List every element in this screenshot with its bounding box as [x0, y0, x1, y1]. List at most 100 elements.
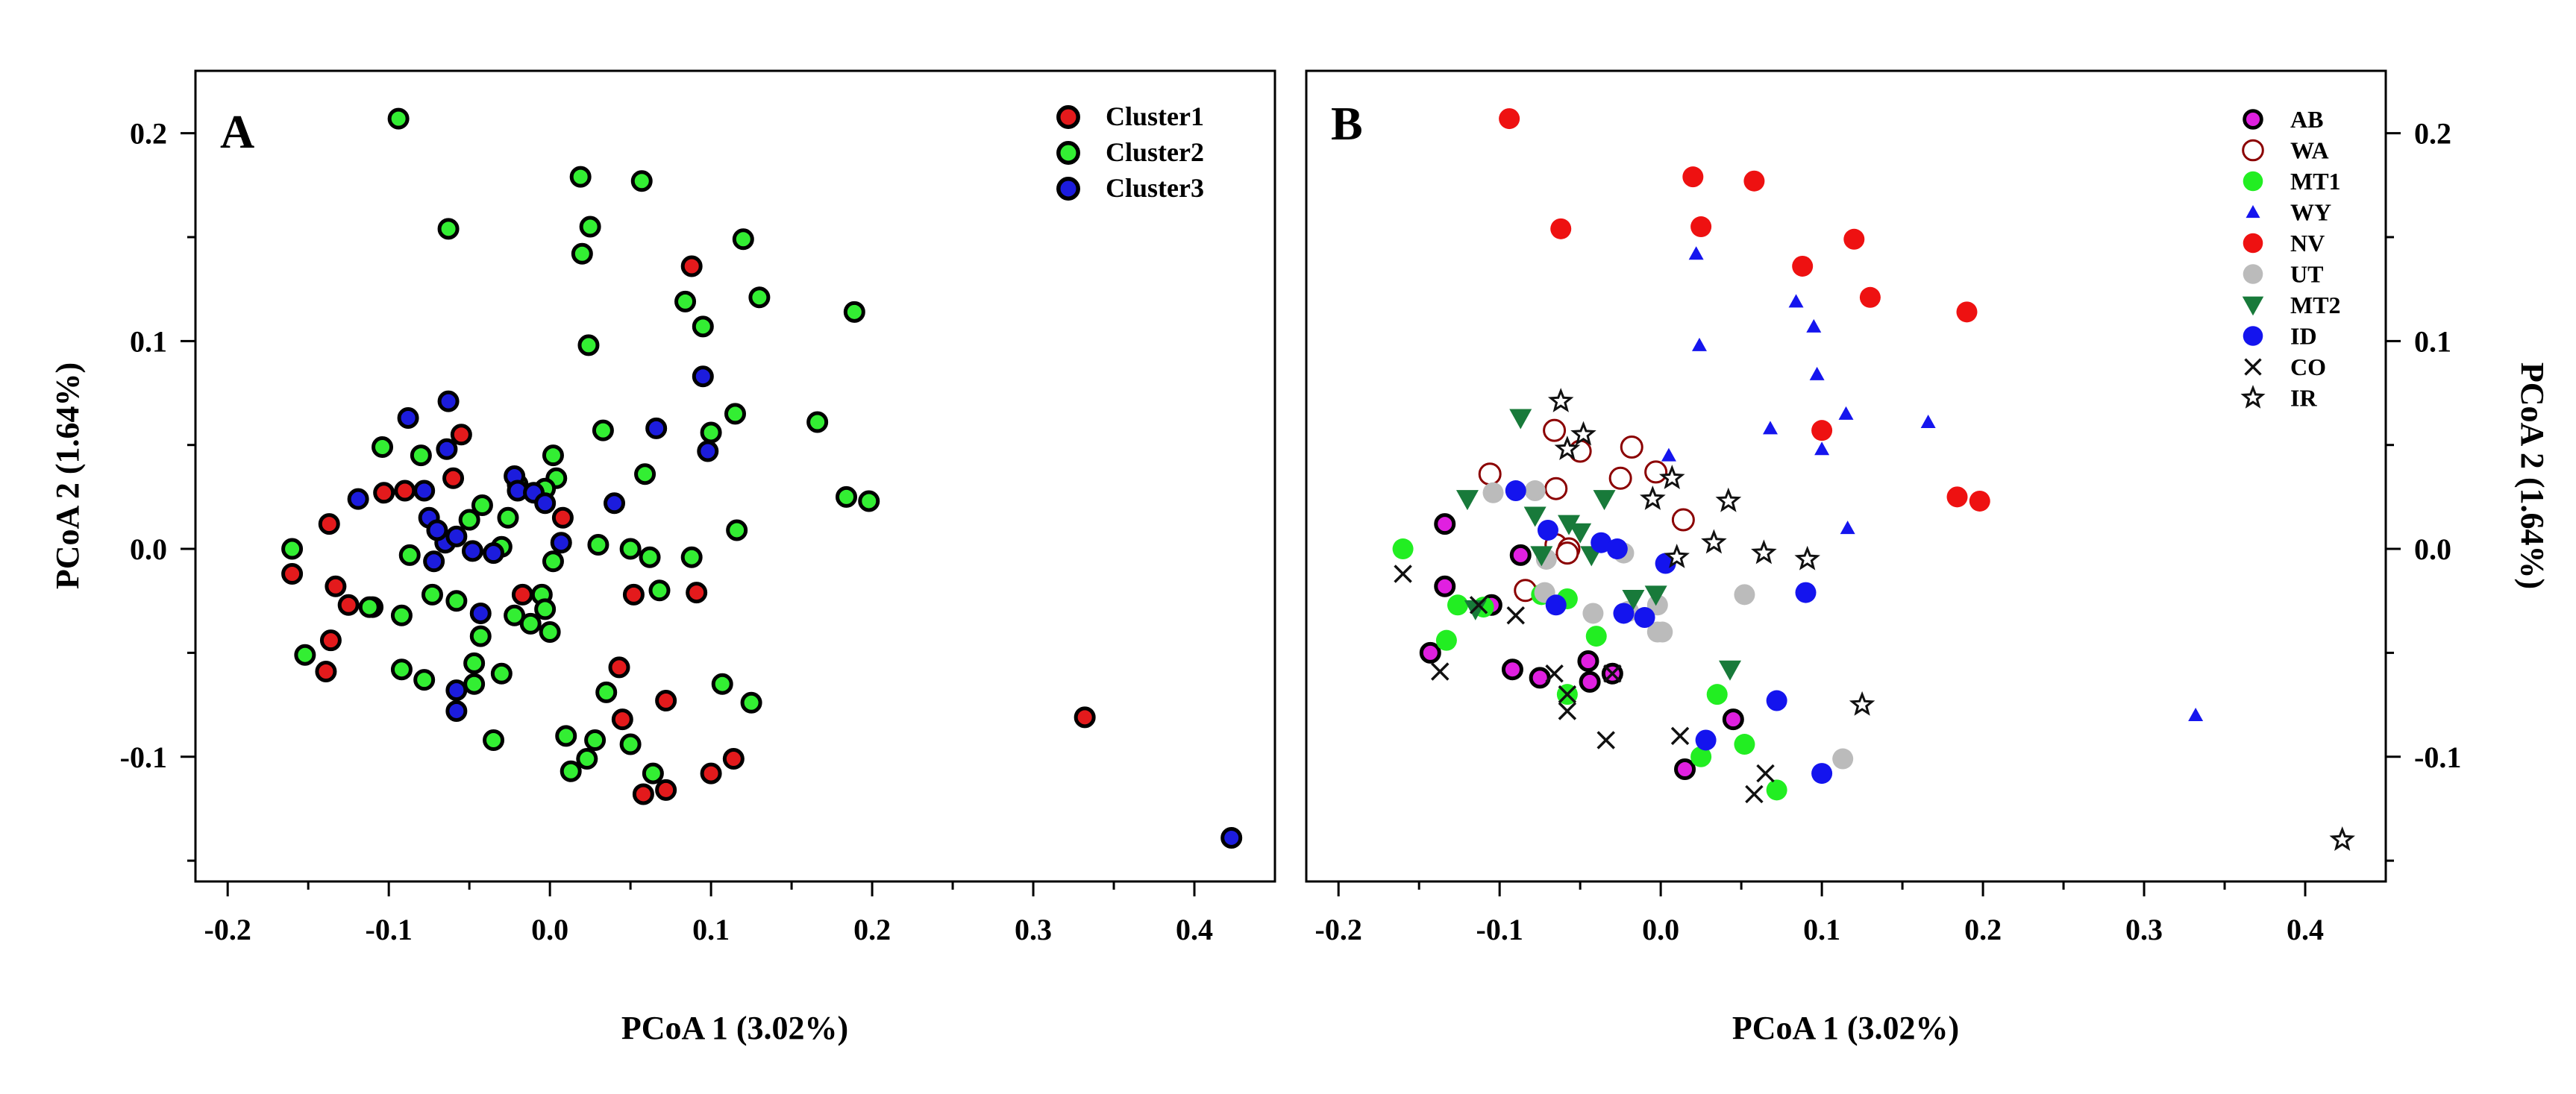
point-cluster1 — [315, 660, 337, 682]
point-cluster3 — [413, 480, 436, 502]
point-cluster2 — [579, 216, 601, 238]
panel-b-x-ticks: -0.2 -0.1 0.0 0.1 0.2 0.3 0.4 — [1315, 881, 2324, 946]
point-wy — [1838, 406, 1854, 420]
point-cluster2 — [560, 760, 582, 782]
point-nv — [1499, 108, 1520, 130]
point-cluster2 — [281, 538, 304, 560]
point-cluster1 — [319, 629, 342, 652]
point-nv — [1690, 216, 1712, 238]
point-co — [1394, 565, 1412, 583]
point-mt1 — [1690, 746, 1712, 767]
point-cluster1 — [655, 690, 677, 712]
point-ir — [1794, 545, 1820, 570]
point-cluster1 — [686, 582, 708, 604]
point-wa — [1544, 477, 1568, 500]
point-cluster3 — [534, 492, 557, 515]
point-ab — [1577, 650, 1599, 673]
point-wa — [1620, 435, 1643, 459]
point-cluster2 — [555, 725, 577, 747]
point-cluster3 — [692, 365, 714, 388]
point-cluster2 — [534, 598, 557, 620]
point-id — [1795, 582, 1817, 603]
point-cluster2 — [463, 673, 486, 695]
point-id — [1811, 763, 1833, 785]
legend-marker-mt2 — [2242, 296, 2264, 316]
panel-a-y-tick-label: 0.2 — [130, 117, 167, 151]
point-cluster3 — [426, 519, 448, 541]
point-wa — [1608, 466, 1632, 490]
point-co — [1506, 606, 1525, 625]
point-cluster2 — [740, 691, 762, 714]
point-cluster2 — [490, 662, 513, 685]
panel-b-y-axis-title: PCoA 2 (1.64%) — [2514, 362, 2551, 589]
panel-a-x-tick-label: -0.2 — [204, 913, 251, 946]
point-co — [1558, 702, 1577, 720]
point-mt2 — [1719, 660, 1742, 681]
panel-a-x-tick-label: 0.2 — [853, 913, 891, 946]
point-cluster2 — [639, 546, 661, 568]
panel-b-plot-frame — [1305, 69, 2387, 883]
point-cluster3 — [423, 550, 445, 573]
point-cluster2 — [630, 170, 653, 192]
point-ab — [1434, 513, 1456, 535]
point-cluster1 — [511, 583, 533, 606]
panel-a-x-axis-title: PCoA 1 (3.02%) — [621, 1010, 848, 1046]
point-nv — [1859, 286, 1881, 308]
point-ut — [1524, 480, 1546, 502]
point-wy — [1920, 415, 1936, 429]
point-ir — [2329, 826, 2355, 851]
legend-marker-id — [2243, 326, 2263, 346]
point-ut — [1652, 621, 1673, 643]
point-co — [1596, 731, 1615, 749]
point-cluster1 — [337, 594, 360, 616]
point-cluster2 — [724, 403, 746, 425]
panel-b-letter: B — [1331, 97, 1363, 150]
point-wy — [1814, 441, 1830, 456]
legend-label-wy: WY — [2290, 199, 2331, 226]
panel-b-x-tick-label: 0.4 — [2287, 913, 2324, 946]
point-cluster2 — [634, 463, 656, 485]
point-cluster1 — [394, 480, 416, 502]
point-ut — [1646, 594, 1668, 616]
point-cluster1 — [1074, 706, 1096, 729]
panel-a-x-tick-label: 0.1 — [692, 913, 730, 946]
legend-marker-wy — [2246, 205, 2260, 219]
point-ut — [1734, 584, 1755, 606]
point-cluster1 — [608, 656, 630, 679]
point-cluster3 — [397, 406, 419, 429]
panel-b-y-tick-label: 0.1 — [2414, 324, 2451, 358]
point-cluster2 — [542, 550, 564, 573]
point-cluster2 — [700, 421, 722, 444]
legend-label-cluster3: Cluster3 — [1106, 173, 1204, 203]
point-wy — [1762, 421, 1778, 435]
panel-b-y-tick-label: 0.0 — [2414, 532, 2451, 566]
panel-a-y-tick-label: 0.0 — [130, 532, 167, 566]
panel-a: A -0.2 -0.1 0.0 0.1 0.2 0.3 0.4 -0.10.00.10.2 … — [49, 69, 1276, 1046]
point-cluster1 — [655, 779, 677, 801]
legend-label-cluster1: Cluster1 — [1106, 101, 1204, 131]
panel-b-y-tick-label: 0.2 — [2414, 117, 2451, 151]
point-cluster2 — [483, 729, 505, 751]
point-cluster2 — [421, 583, 443, 606]
point-cluster2 — [294, 644, 316, 666]
panel-b-legend: AB WA MT1 WY NV UT MT2 ID CO IR — [2240, 106, 2341, 412]
point-cluster2 — [390, 658, 413, 681]
point-co — [1545, 664, 1564, 683]
point-cluster3 — [437, 390, 460, 412]
point-ab — [1501, 658, 1523, 681]
point-cluster2 — [413, 669, 436, 691]
point-nv — [1969, 490, 1990, 512]
legend-marker-nv — [2243, 233, 2263, 254]
point-mt2 — [1622, 589, 1645, 610]
legend-label-cluster2: Cluster2 — [1106, 137, 1204, 167]
point-id — [1766, 690, 1787, 711]
legend-marker-cluster1 — [1056, 105, 1080, 129]
point-nv — [1946, 486, 1968, 508]
panel-a-y-tick-label: -0.1 — [120, 741, 167, 774]
point-ir — [1658, 465, 1685, 489]
point-wa — [1644, 460, 1668, 484]
point-wy — [2188, 708, 2204, 722]
point-mt2 — [1509, 409, 1532, 430]
point-id — [1537, 519, 1558, 541]
point-wy — [1691, 337, 1707, 351]
